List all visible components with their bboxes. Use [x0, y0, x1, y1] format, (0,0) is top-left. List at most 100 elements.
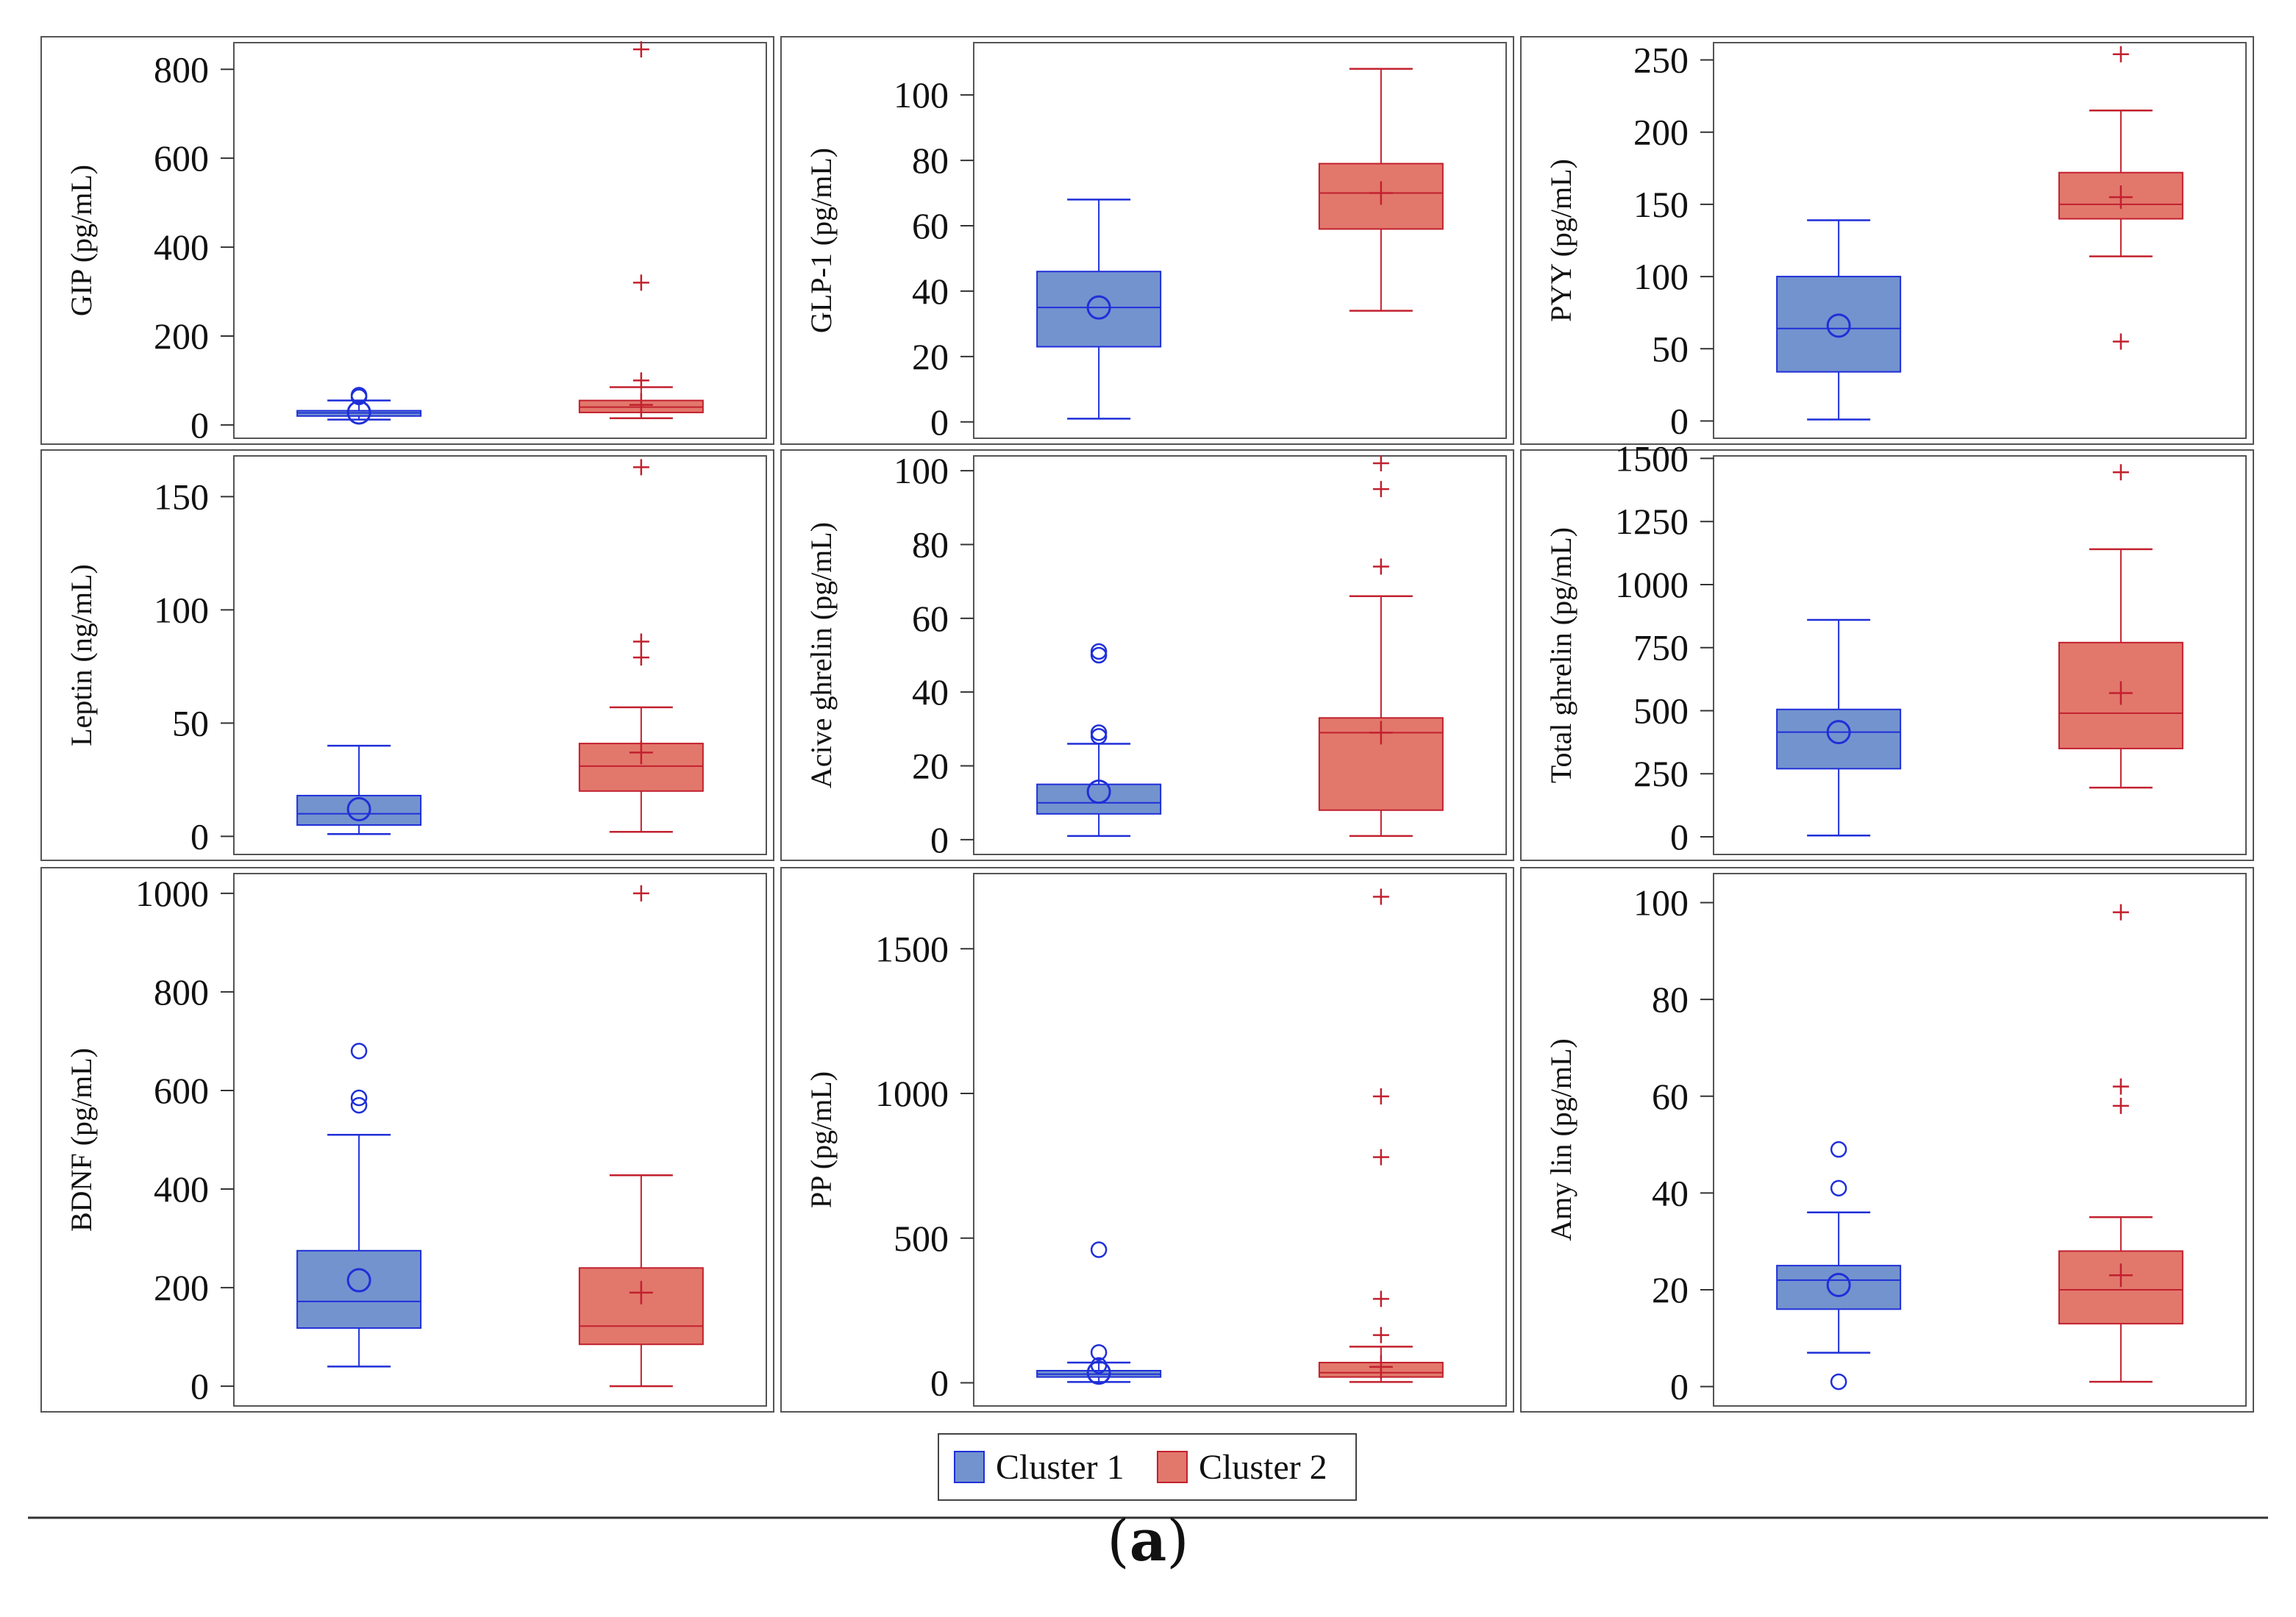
outlier-point [2112, 1097, 2129, 1114]
box-cluster-1 [1036, 199, 1162, 420]
y-tick-label: 60 [1652, 1076, 1689, 1117]
outlier-point [1090, 724, 1108, 741]
outlier-point [1372, 558, 1389, 575]
y-tick-label: 20 [912, 336, 949, 377]
y-axis-label: Acive ghrelin (pg/mL) [805, 522, 838, 788]
outlier-point [1830, 1141, 1847, 1158]
outlier-point [632, 372, 649, 389]
iqr-box [2058, 1250, 2183, 1325]
iqr-box [578, 1267, 704, 1346]
outlier-point [350, 1089, 368, 1107]
mean-marker [1826, 720, 1851, 745]
box-cluster-2 [1318, 888, 1444, 1383]
box-cluster-2 [2058, 904, 2183, 1383]
y-tick-label: 150 [1633, 184, 1689, 225]
plot-area-frame [233, 873, 767, 1407]
box-cluster-1 [1776, 1141, 1902, 1391]
panel-leptin: 0 50 100 150 Leptin (ng/mL) [40, 449, 774, 861]
outlier-point [2112, 333, 2129, 350]
legend-swatch-1 [954, 1451, 985, 1483]
panel-gip: 0 200 400 600 800 GIP (pg/mL) [40, 36, 774, 446]
y-tick-label: 1000 [135, 873, 209, 914]
outlier-point [1372, 1149, 1389, 1166]
box-cluster-2 [578, 459, 704, 833]
outlier-point [2112, 904, 2129, 921]
outlier-point [1372, 888, 1389, 905]
panel-outer-frame [780, 36, 1514, 445]
outlier-point [2112, 464, 2129, 481]
mean-marker [629, 393, 653, 417]
box-cluster-1 [1776, 219, 1902, 421]
outlier-point [2112, 46, 2129, 63]
y-tick-label: 40 [912, 671, 949, 713]
y-tick-label: 20 [912, 746, 949, 787]
y-tick-label: 800 [154, 971, 209, 1013]
outlier-point [1090, 1241, 1108, 1258]
y-tick-label: 100 [894, 450, 949, 491]
mean-marker [2108, 185, 2133, 210]
mean-marker [1086, 295, 1111, 320]
y-tick-label: 1500 [1615, 438, 1689, 479]
mean-marker [629, 1280, 653, 1304]
y-tick-label: 1000 [1615, 564, 1689, 605]
outlier-point [632, 633, 649, 650]
outlier-point [1830, 1373, 1847, 1391]
y-tick-label: 1500 [875, 928, 949, 969]
outlier-point [1830, 1179, 1847, 1197]
y-axis-label: Amy lin (pg/mL) [1544, 1038, 1577, 1241]
mean-marker [1826, 313, 1851, 338]
y-tick-label: 100 [154, 589, 209, 630]
panel-total-ghrelin: 0 250 500 750 1000 1250 1500 Total ghrelin (pg/… [1520, 438, 2254, 861]
plot-area-frame [1713, 455, 2247, 855]
y-tick-label: 0 [190, 815, 209, 857]
box-cluster-2 [1318, 68, 1444, 312]
y-tick-label: 80 [1652, 979, 1689, 1020]
mean-marker [346, 796, 371, 821]
box-cluster-1 [296, 1043, 422, 1368]
y-tick-label: 150 [154, 476, 209, 517]
mean-marker [1369, 721, 1393, 745]
outlier-point [632, 274, 649, 291]
box-cluster-2 [578, 885, 704, 1388]
y-tick-label: 400 [154, 1168, 209, 1210]
outlier-point [1372, 1088, 1389, 1104]
panel-outer-frame [1520, 36, 2254, 445]
box-cluster-1 [296, 387, 422, 425]
box-cluster-1 [296, 744, 422, 835]
panel-outer-frame [40, 36, 774, 445]
panel-acive-ghrelin: 0 20 40 60 80 100 Acive ghrelin (pg/mL) [780, 449, 1514, 861]
outlier-point [632, 885, 649, 902]
iqr-box [1036, 271, 1162, 348]
mean-marker [1086, 779, 1111, 804]
mean-marker [2108, 1263, 2133, 1288]
box-cluster-1 [1776, 618, 1902, 837]
y-tick-label: 800 [154, 49, 209, 90]
panel-outer-frame [40, 449, 774, 861]
y-tick-label: 1000 [875, 1073, 949, 1114]
caption-open-paren: ( [1107, 1508, 1130, 1574]
y-tick-label: 80 [912, 140, 949, 181]
legend-frame [938, 1433, 1357, 1501]
box-cluster-2 [1318, 455, 1444, 838]
panel-glp-1: 0 20 40 60 80 100 GLP-1 (pg/mL) [780, 36, 1514, 445]
legend-label-2: Cluster 2 [1199, 1448, 1327, 1487]
figure-caption: (a) [0, 1507, 2296, 1574]
y-tick-label: 0 [930, 401, 949, 443]
box-cluster-2 [2058, 464, 2183, 789]
y-tick-label: 0 [930, 1363, 949, 1404]
y-tick-label: 60 [912, 598, 949, 639]
y-tick-label: 80 [912, 524, 949, 565]
plot-area-frame [233, 42, 767, 439]
box-cluster-2 [578, 41, 704, 420]
plot-area-frame [233, 455, 767, 855]
plot-area-frame [973, 42, 1507, 439]
panel-amylin: 0 20 40 60 80 100 Amy lin (pg/mL) [1520, 867, 2254, 1413]
y-tick-label: 100 [1633, 256, 1689, 297]
outlier-point [1372, 481, 1389, 498]
y-tick-label: 100 [894, 74, 949, 115]
y-tick-label: 200 [1633, 112, 1689, 153]
outlier-point [1090, 1357, 1108, 1374]
outlier-point [350, 387, 368, 404]
y-tick-label: 600 [154, 138, 209, 179]
y-tick-label: 200 [154, 1267, 209, 1308]
